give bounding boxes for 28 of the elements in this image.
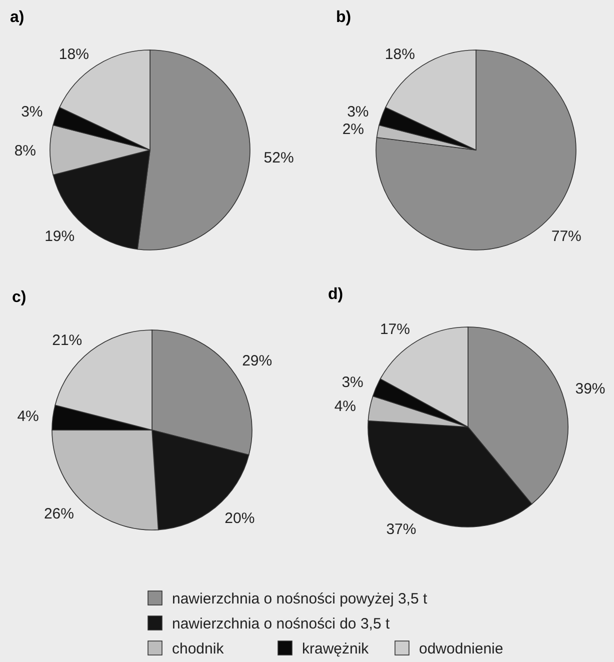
data-label: 4% (17, 408, 39, 425)
data-label: 17% (380, 321, 410, 338)
legend-label: nawierzchnia o nośności do 3,5 t (172, 615, 390, 632)
data-label: 52% (264, 149, 294, 166)
chart-title: c) (12, 289, 26, 306)
data-label: 8% (14, 142, 36, 160)
chart-title: b) (336, 9, 352, 26)
legend-label: krawężnik (302, 640, 370, 658)
data-label: 29% (242, 352, 272, 370)
data-label: 2% (342, 120, 364, 138)
data-label: 18% (58, 46, 89, 63)
chart-title: d) (328, 286, 344, 303)
data-label: 3% (347, 104, 369, 121)
data-label: 77% (551, 228, 582, 245)
legend-label: nawierzchnia o nośności powyżej 3,5 t (172, 590, 428, 608)
data-label: 20% (224, 510, 255, 528)
data-label: 19% (44, 228, 75, 245)
data-label: 18% (384, 46, 415, 63)
data-label: 39% (575, 380, 606, 398)
legend-label: odwodnienie (419, 640, 504, 658)
chart-title: a) (10, 9, 24, 26)
data-label: 3% (342, 374, 364, 391)
data-label: 4% (334, 398, 356, 415)
data-label: 37% (386, 520, 416, 538)
data-label: 21% (52, 332, 82, 350)
legend-label: chodnik (172, 640, 224, 658)
data-label: 26% (44, 505, 74, 522)
data-label: 3% (21, 104, 43, 121)
